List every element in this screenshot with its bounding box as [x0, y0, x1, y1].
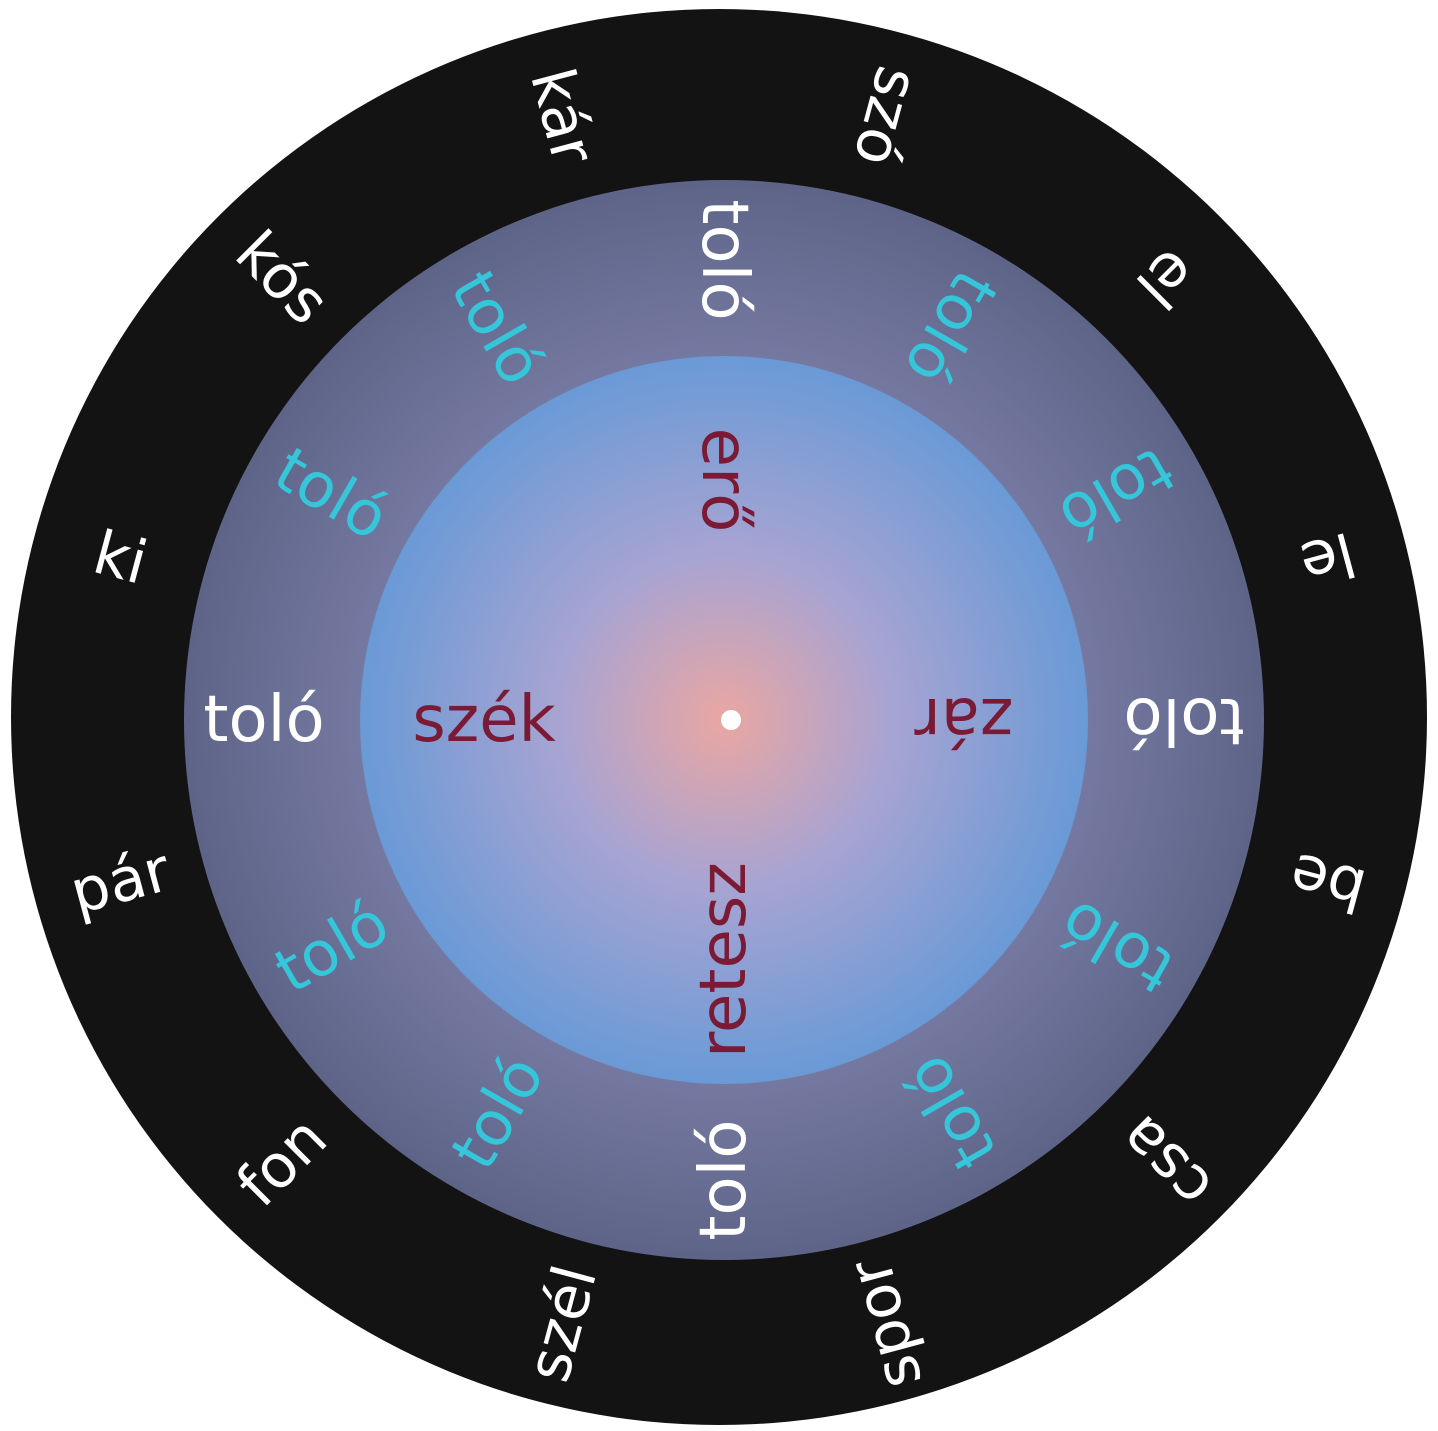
axis-right-first: toló	[1123, 683, 1244, 757]
axis-top-first: toló	[687, 199, 761, 320]
axis-left-first: toló	[203, 683, 324, 757]
center-dot	[721, 710, 741, 730]
axis-right-second: zár	[914, 683, 1014, 757]
axis-left-second: szék	[412, 683, 555, 757]
axis-bottom-second: retesz	[687, 862, 761, 1058]
axis-bottom-first: toló	[687, 1119, 761, 1240]
axis-top-second: erő	[687, 428, 761, 533]
axis-word-cross: toló erő toló zár toló retesz toló szék	[203, 199, 1244, 1240]
